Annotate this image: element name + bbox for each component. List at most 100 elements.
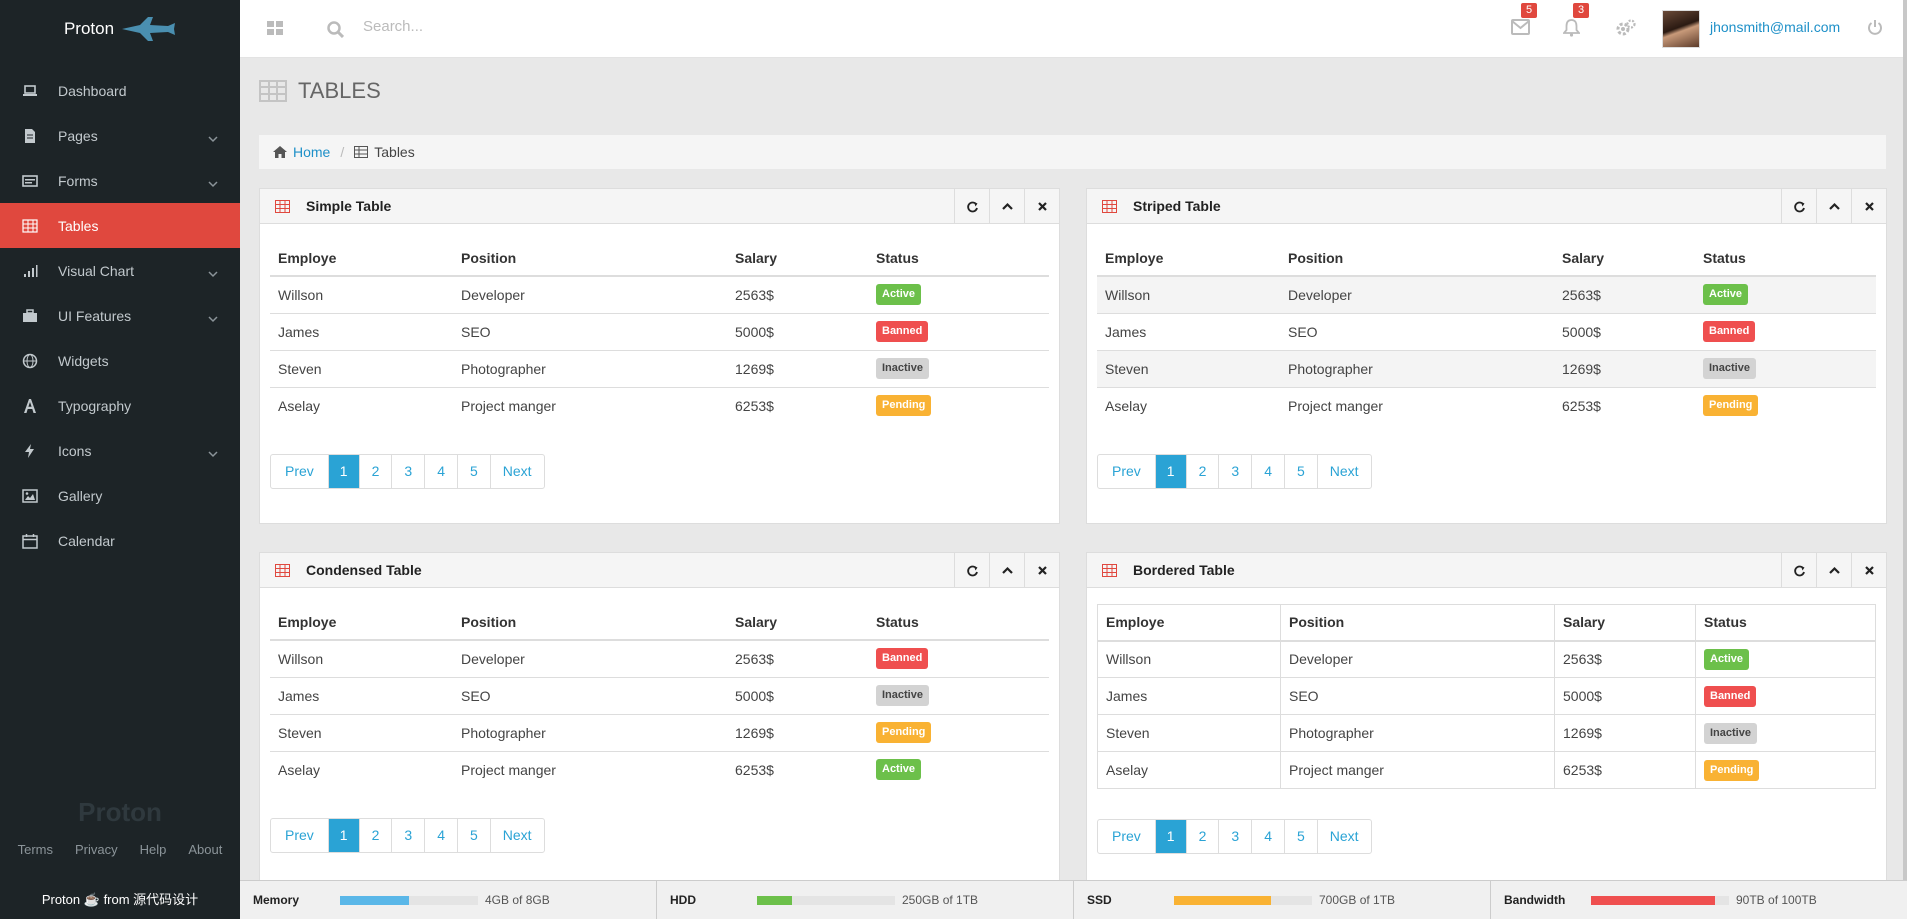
cell-employe: Steven (1097, 714, 1281, 752)
footer-link-terms[interactable]: Terms (17, 842, 54, 857)
page-button-5[interactable]: 5 (456, 819, 490, 852)
sidebar-item-dashboard[interactable]: Dashboard (0, 68, 240, 113)
brand[interactable]: Proton (0, 0, 240, 58)
calendar-icon (22, 533, 38, 549)
cell-employe: James (270, 312, 453, 350)
page-button-4[interactable]: 4 (1251, 455, 1284, 488)
prev-page-button[interactable]: Prev (1112, 828, 1141, 844)
page-button-1[interactable]: 1 (1154, 820, 1186, 853)
cell-salary: 5000$ (1554, 312, 1695, 350)
refresh-button[interactable] (954, 553, 989, 587)
messages-button[interactable]: 5 (1511, 3, 1538, 39)
settings-button[interactable] (1615, 19, 1636, 41)
prev-page-button[interactable]: Prev (285, 827, 314, 843)
page-button-1[interactable]: 1 (327, 819, 359, 852)
usage-bar (1174, 895, 1312, 905)
page-button-2[interactable]: 2 (1185, 820, 1219, 853)
column-header-salary[interactable]: Salary (1554, 604, 1696, 642)
page-button-4[interactable]: 4 (424, 819, 457, 852)
close-button[interactable] (1024, 189, 1059, 223)
sidebar-item-forms[interactable]: Forms (0, 158, 240, 203)
cell-employe: Steven (1097, 349, 1280, 387)
table-row: Willson Developer 2563$ Active (270, 275, 1049, 313)
column-header-employe[interactable]: Employe (1097, 240, 1280, 277)
close-button[interactable] (1024, 553, 1059, 587)
cell-position: Photographer (1280, 714, 1555, 752)
close-button[interactable] (1851, 189, 1886, 223)
cell-salary: 6253$ (727, 750, 868, 788)
next-page-button[interactable]: Next (489, 455, 544, 488)
column-header-position[interactable]: Position (453, 604, 727, 641)
cell-salary: 2563$ (727, 275, 868, 313)
column-header-salary[interactable]: Salary (727, 604, 868, 641)
sidebar-item-ui-features[interactable]: UI Features (0, 293, 240, 338)
column-header-position[interactable]: Position (1280, 240, 1554, 277)
status-label: Bandwidth (1504, 893, 1566, 907)
sidebar-item-calendar[interactable]: Calendar (0, 518, 240, 563)
column-header-status[interactable]: Status (868, 240, 1049, 277)
panel-body: Employe Position Salary Status Willson Develo… (1087, 224, 1886, 523)
breadcrumb-home[interactable]: Home (273, 144, 330, 160)
footer-link-privacy[interactable]: Privacy (75, 842, 118, 857)
page-button-3[interactable]: 3 (391, 455, 424, 488)
refresh-button[interactable] (1781, 553, 1816, 587)
usage-bar (340, 895, 478, 905)
cell-status: Active (868, 750, 1049, 788)
page-scrollbar[interactable] (1903, 0, 1907, 880)
column-header-employe[interactable]: Employe (1097, 604, 1281, 642)
footer-link-help[interactable]: Help (139, 842, 167, 857)
sidebar-item-visual-chart[interactable]: Visual Chart (0, 248, 240, 293)
sidebar-item-pages[interactable]: Pages (0, 113, 240, 158)
column-header-employe[interactable]: Employe (270, 240, 453, 277)
grid-menu-icon[interactable] (267, 21, 284, 36)
breadcrumb-home-label: Home (293, 144, 331, 160)
sidebar-item-tables[interactable]: Tables (0, 203, 240, 248)
column-header-salary[interactable]: Salary (1554, 240, 1695, 277)
next-page-button[interactable]: Next (1316, 455, 1371, 488)
page-button-5[interactable]: 5 (1283, 455, 1317, 488)
page-button-3[interactable]: 3 (1218, 455, 1251, 488)
status-badge: Inactive (876, 685, 929, 706)
column-header-salary[interactable]: Salary (727, 240, 868, 277)
cell-salary: 1269$ (727, 349, 868, 387)
chevron-up-button[interactable] (989, 189, 1024, 223)
close-button[interactable] (1851, 553, 1886, 587)
page-button-1[interactable]: 1 (1154, 455, 1186, 488)
user-avatar[interactable] (1662, 10, 1700, 48)
page-button-3[interactable]: 3 (391, 819, 424, 852)
page-button-3[interactable]: 3 (1218, 820, 1251, 853)
page-button-4[interactable]: 4 (424, 455, 457, 488)
search-input[interactable] (363, 18, 663, 35)
page-button-2[interactable]: 2 (358, 455, 392, 488)
page-button-1[interactable]: 1 (327, 455, 359, 488)
sidebar-item-gallery[interactable]: Gallery (0, 473, 240, 518)
column-header-position[interactable]: Position (1280, 604, 1555, 642)
sidebar-item-icons[interactable]: Icons (0, 428, 240, 473)
notifications-button[interactable]: 3 (1562, 3, 1590, 41)
column-header-employe[interactable]: Employe (270, 604, 453, 641)
chevron-up-button[interactable] (989, 553, 1024, 587)
page-button-2[interactable]: 2 (1185, 455, 1219, 488)
refresh-button[interactable] (1781, 189, 1816, 223)
chevron-up-button[interactable] (1816, 553, 1851, 587)
footer-link-about[interactable]: About (188, 842, 223, 857)
status-label: SSD (1087, 893, 1112, 907)
page-button-2[interactable]: 2 (358, 819, 392, 852)
column-header-status[interactable]: Status (1695, 240, 1876, 277)
page-button-4[interactable]: 4 (1251, 820, 1284, 853)
refresh-button[interactable] (954, 189, 989, 223)
next-page-button[interactable]: Next (489, 819, 544, 852)
user-email-link[interactable]: jhonsmith@mail.com (1710, 19, 1841, 35)
column-header-status[interactable]: Status (1695, 604, 1876, 642)
page-button-5[interactable]: 5 (1283, 820, 1317, 853)
column-header-status[interactable]: Status (868, 604, 1049, 641)
prev-page-button[interactable]: Prev (285, 463, 314, 479)
power-icon[interactable] (1867, 19, 1883, 36)
column-header-position[interactable]: Position (453, 240, 727, 277)
chevron-up-button[interactable] (1816, 189, 1851, 223)
sidebar-item-widgets[interactable]: Widgets (0, 338, 240, 383)
next-page-button[interactable]: Next (1316, 820, 1371, 853)
prev-page-button[interactable]: Prev (1112, 463, 1141, 479)
sidebar-item-typography[interactable]: Typography (0, 383, 240, 428)
page-button-5[interactable]: 5 (456, 455, 490, 488)
